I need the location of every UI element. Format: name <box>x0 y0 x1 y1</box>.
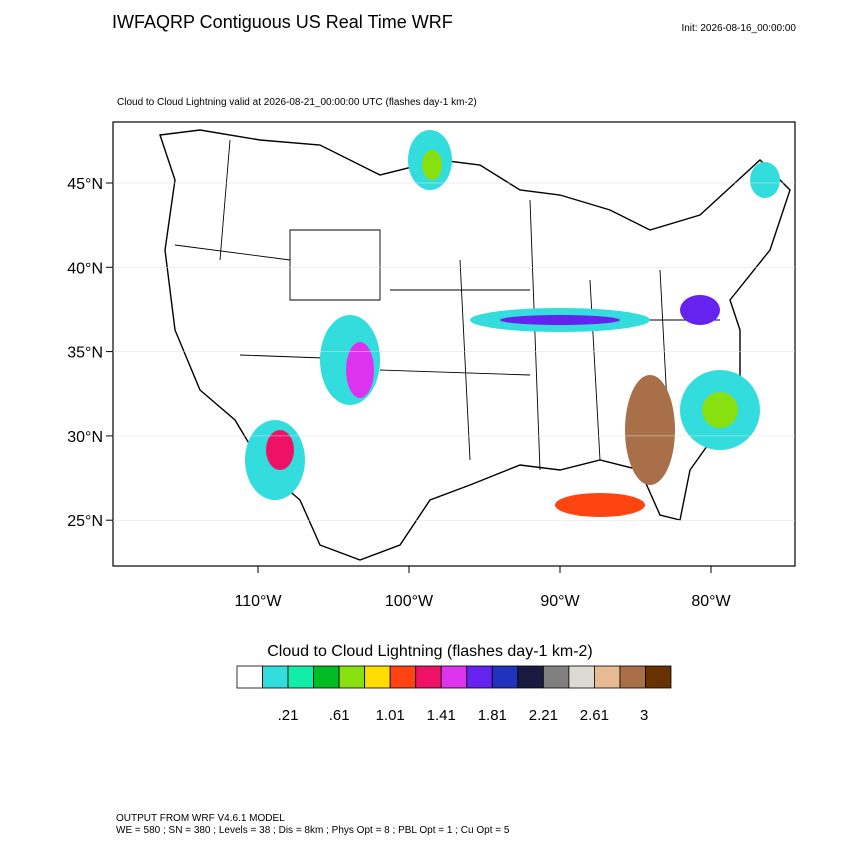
colorbar-label: 3 <box>640 707 648 724</box>
lat-label: 40°N <box>67 260 103 277</box>
lon-label: 80°W <box>691 593 731 610</box>
lat-label: 35°N <box>67 345 103 362</box>
lon-label: 90°W <box>540 593 580 610</box>
init-time: Init: 2026-08-16_00:00:00 <box>681 23 796 34</box>
colorbar-box <box>517 665 544 689</box>
colorbar-box <box>491 665 519 689</box>
colorbar-title: Cloud to Cloud Lightning (flashes day-1 … <box>267 643 593 660</box>
colorbar-label: .21 <box>278 707 299 724</box>
colorbar-box <box>645 665 672 689</box>
colorbar-box <box>287 665 314 689</box>
footer-line: OUTPUT FROM WRF V4.6.1 MODEL <box>116 813 285 824</box>
colorbar-box <box>568 665 595 689</box>
colorbar-label: 2.21 <box>529 707 558 724</box>
lat-label: 45°N <box>67 176 103 193</box>
colorbar-box <box>542 665 570 689</box>
map-frame <box>112 121 796 567</box>
colorbar-box <box>236 665 263 689</box>
colorbar-box <box>466 665 493 689</box>
colorbar-label: 2.61 <box>580 707 609 724</box>
lat-label: 25°N <box>67 513 103 530</box>
map <box>112 121 796 567</box>
footer-line: WE = 580 ; SN = 380 ; Levels = 38 ; Dis … <box>116 825 510 836</box>
colorbar-box <box>594 665 621 689</box>
colorbar-box <box>338 665 366 689</box>
colorbar-box <box>364 665 391 689</box>
colorbar-box <box>313 665 340 689</box>
colorbar-box <box>415 665 442 689</box>
lon-label: 110°W <box>234 593 282 610</box>
lat-label: 30°N <box>67 429 103 446</box>
lightning-areas <box>245 130 780 517</box>
lon-label: 100°W <box>385 593 434 610</box>
colorbar-label: 1.01 <box>376 707 405 724</box>
colorbar-box <box>440 665 468 689</box>
state-borders <box>174 139 720 471</box>
colorbar-box <box>619 665 646 689</box>
colorbar-box <box>262 665 289 689</box>
map-subtitle: Cloud to Cloud Lightning valid at 2026-0… <box>117 97 477 108</box>
colorbar-box <box>389 665 417 689</box>
colorbar-label: 1.41 <box>427 707 456 724</box>
colorbar-label: 1.81 <box>478 707 507 724</box>
colorbar-label: .61 <box>329 707 350 724</box>
title: IWFAQRP Contiguous US Real Time WRF <box>112 12 453 32</box>
